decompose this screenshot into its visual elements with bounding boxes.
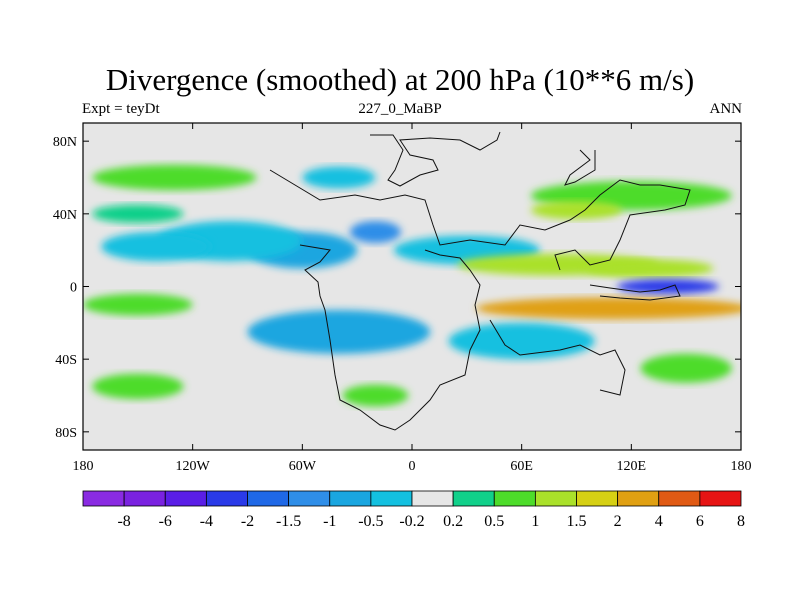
coastline bbox=[489, 319, 626, 396]
colorbar-label: -0.2 bbox=[399, 513, 424, 530]
coastline bbox=[269, 169, 691, 271]
y-tick-label: 0 bbox=[70, 281, 77, 296]
y-tick-label: 40N bbox=[53, 208, 77, 223]
coastline bbox=[589, 284, 681, 301]
center-string: 227_0_MaBP bbox=[358, 101, 442, 117]
colorbar-swatch bbox=[205, 490, 248, 507]
colorbar-label: 0.5 bbox=[484, 513, 504, 530]
divergence-cell-16 bbox=[92, 373, 184, 400]
colorbar-label: -8 bbox=[117, 513, 130, 530]
colorbar-label: 2 bbox=[614, 513, 622, 530]
colorbar-swatch bbox=[82, 490, 125, 507]
divergence-cell-1 bbox=[349, 221, 402, 243]
colorbar-swatch bbox=[329, 490, 372, 507]
colorbar-swatch bbox=[699, 490, 742, 507]
colorbar-swatch bbox=[576, 490, 619, 507]
colorbar: -8 -6 -4 -2 -1.5 -1 -0.5 -0.2 0.2 0.5 1 1.5 2 4 6 8 bbox=[82, 490, 745, 530]
divergence-cell-15 bbox=[83, 293, 193, 316]
divergence-cell-19 bbox=[302, 166, 376, 189]
divergence-cell-12 bbox=[616, 279, 720, 294]
colorbar-swatch bbox=[493, 490, 536, 507]
x-tick-label: 120W bbox=[176, 459, 211, 474]
colorbar-label: -0.5 bbox=[358, 513, 383, 530]
colorbar-swatch bbox=[123, 490, 166, 507]
colorbar-swatch bbox=[288, 490, 331, 507]
divergence-cell-18 bbox=[342, 384, 409, 407]
y-axis: 80N 40N 0 40S 80S bbox=[53, 135, 741, 441]
coastline bbox=[564, 149, 596, 186]
coastline bbox=[299, 244, 481, 431]
colorbar-label: 4 bbox=[655, 513, 663, 530]
colorbar-label: -1.5 bbox=[276, 513, 301, 530]
colorbar-swatch bbox=[617, 490, 660, 507]
colorbar-swatch bbox=[370, 490, 413, 507]
divergence-cell-13 bbox=[247, 310, 431, 354]
colorbar-label: 8 bbox=[737, 513, 745, 530]
colorbar-swatch bbox=[452, 490, 495, 507]
left-string: Expt = teyDt bbox=[82, 101, 160, 117]
divergence-cell-17 bbox=[640, 353, 732, 383]
colorbar-label: 0.2 bbox=[443, 513, 463, 530]
y-tick-label: 80N bbox=[53, 135, 77, 150]
divergence-cell-14 bbox=[448, 322, 595, 360]
colorbar-label: -2 bbox=[241, 513, 254, 530]
divergence-cell-5 bbox=[92, 164, 257, 191]
x-tick-label: 60W bbox=[289, 459, 317, 474]
x-axis: 180 120W 60W 0 60E 120E 180 bbox=[73, 123, 752, 474]
colorbar-swatch bbox=[164, 490, 207, 507]
colorbar-label: 6 bbox=[696, 513, 704, 530]
y-tick-label: 80S bbox=[55, 426, 77, 441]
colorbar-label: -6 bbox=[159, 513, 172, 530]
chart-title: Divergence (smoothed) at 200 hPa (10**6 … bbox=[105, 62, 695, 97]
divergence-cell-8 bbox=[530, 201, 623, 220]
right-string: ANN bbox=[709, 101, 743, 117]
colorbar-swatch bbox=[534, 490, 577, 507]
divergence-cell-6 bbox=[92, 204, 184, 223]
colorbar-label: -4 bbox=[200, 513, 213, 530]
colorbar-label: -1 bbox=[323, 513, 336, 530]
colorbar-label: 1 bbox=[531, 513, 539, 530]
x-tick-label: 120E bbox=[617, 459, 647, 474]
colorbar-label: 1.5 bbox=[567, 513, 587, 530]
x-tick-label: 180 bbox=[731, 459, 752, 474]
colorbar-swatch bbox=[658, 490, 701, 507]
divergence-cell-3 bbox=[101, 232, 211, 262]
divergence-cell-10 bbox=[585, 259, 714, 278]
coastline bbox=[370, 131, 501, 187]
y-tick-label: 40S bbox=[55, 353, 77, 368]
divergence-cell-11 bbox=[476, 297, 741, 320]
colorbar-swatch bbox=[411, 490, 454, 507]
x-tick-label: 0 bbox=[409, 459, 416, 474]
x-tick-label: 180 bbox=[73, 459, 94, 474]
colorbar-swatch bbox=[247, 490, 290, 507]
x-tick-label: 60E bbox=[510, 459, 533, 474]
